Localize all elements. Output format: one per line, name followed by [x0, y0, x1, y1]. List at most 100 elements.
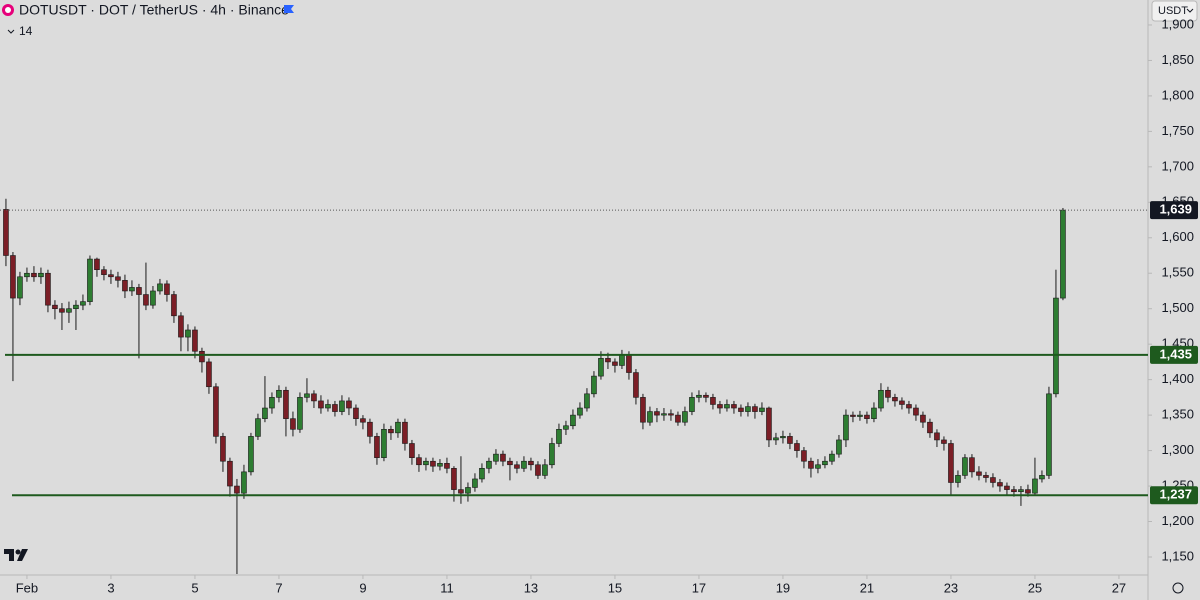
candle-body [528, 460, 534, 466]
candle [570, 409, 576, 430]
candle-body [304, 393, 310, 398]
candle-body [269, 397, 275, 409]
candle [395, 418, 401, 438]
collapse-icon[interactable] [7, 29, 15, 34]
level-label: 1,435 [1159, 346, 1192, 361]
tv-logo[interactable] [4, 549, 28, 561]
candle-body [199, 350, 205, 363]
candle-body [486, 460, 492, 469]
candle-body [465, 487, 471, 494]
candle [402, 418, 408, 451]
candle-body [395, 421, 401, 434]
candle [1032, 457, 1038, 495]
candle [745, 402, 751, 417]
y-tick-label: 1,750 [1161, 123, 1194, 138]
candle-body [640, 397, 646, 423]
candle [906, 400, 912, 414]
candle [3, 198, 9, 267]
candle [311, 390, 317, 409]
candle [157, 278, 163, 295]
candle-body [178, 315, 184, 338]
y-tick-label: 1,300 [1161, 442, 1194, 457]
candle [465, 482, 471, 502]
candle-body [192, 329, 198, 352]
candle-body [514, 464, 520, 469]
candle [738, 404, 744, 417]
candle [437, 459, 443, 471]
candle-body [654, 411, 660, 416]
candle-body [801, 450, 807, 462]
candle [52, 300, 58, 320]
candle-body [899, 400, 905, 405]
candle [479, 463, 485, 483]
candle-body [339, 400, 345, 412]
candle-body [437, 463, 443, 467]
candle-body [381, 428, 387, 458]
candle [87, 255, 93, 306]
candle [668, 409, 674, 421]
candle [115, 271, 121, 288]
candle [920, 411, 926, 428]
candle-body [66, 308, 72, 313]
candle [374, 432, 380, 465]
candle [17, 271, 23, 306]
y-tick-label: 1,850 [1161, 52, 1194, 67]
x-tick-label: 9 [359, 580, 366, 595]
candle-body [542, 464, 548, 476]
y-tick-label: 1,800 [1161, 87, 1194, 102]
candle [514, 461, 520, 474]
candle-body [808, 460, 814, 469]
chart-title[interactable]: DOTUSDT · DOT / TetherUS · 4h · Binance [19, 2, 289, 18]
candle [773, 432, 779, 445]
candle [521, 456, 527, 472]
candle [206, 358, 212, 394]
candle-body [206, 361, 212, 388]
y-tick-label: 1,200 [1161, 513, 1194, 528]
candle [696, 390, 702, 403]
candle [332, 400, 338, 417]
candle [612, 358, 618, 373]
currency-box[interactable] [1151, 0, 1198, 22]
candle-body [941, 439, 947, 444]
candle-body [787, 436, 793, 444]
candle [990, 473, 996, 488]
x-tick-label: 27 [1112, 580, 1126, 595]
candle [752, 403, 758, 419]
candle-body [1053, 297, 1059, 395]
candle-body [297, 397, 303, 430]
candle [885, 386, 891, 403]
flag-icon[interactable] [284, 5, 294, 13]
candle-body [696, 394, 702, 398]
candle-body [234, 485, 240, 494]
settings-icon[interactable] [1172, 582, 1184, 594]
candle [843, 409, 849, 448]
candle-body [871, 407, 877, 419]
candle [339, 395, 345, 416]
candle [654, 408, 660, 423]
candle-body [283, 389, 289, 419]
candle [689, 392, 695, 416]
candle [409, 439, 415, 465]
candle [934, 429, 940, 448]
candle [367, 418, 373, 444]
currency[interactable]: USDT [1158, 5, 1188, 17]
candle-body [227, 460, 233, 487]
candle-body [430, 460, 436, 467]
candle-body [962, 457, 968, 476]
candle [136, 283, 142, 359]
candle [10, 251, 16, 382]
candle-body [661, 413, 667, 416]
candle-body [1060, 209, 1066, 299]
candle [444, 457, 450, 474]
candle-body [472, 478, 478, 488]
candle [899, 397, 905, 410]
candle-body [1018, 489, 1024, 493]
x-tick-label: 19 [776, 580, 790, 595]
candle [276, 385, 282, 403]
candle-body [829, 453, 835, 462]
candle [304, 378, 310, 403]
candle [927, 418, 933, 438]
x-tick-label: 3 [107, 580, 114, 595]
candle-body [318, 400, 324, 409]
indicator-count[interactable]: 14 [19, 24, 33, 38]
